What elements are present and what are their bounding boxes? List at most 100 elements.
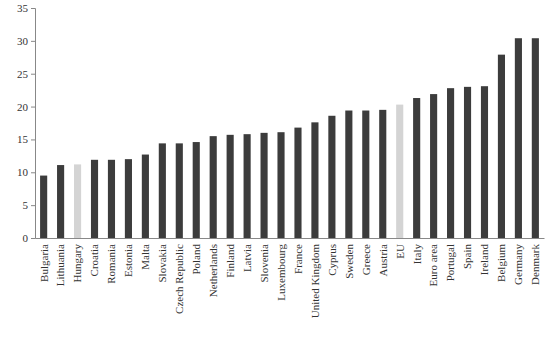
- bar: [447, 88, 454, 238]
- x-tick-label: Malta: [139, 244, 151, 270]
- y-tick: 10: [17, 166, 35, 178]
- x-tick: Greece: [360, 238, 372, 275]
- bar: [142, 155, 149, 238]
- x-tick: Poland: [190, 238, 202, 275]
- x-axis-line: [36, 238, 545, 239]
- bar: [40, 176, 47, 238]
- chart: 0 5 10 15 20 25 30 35 Bulgaria Lithuania Hungary Cr…: [0, 0, 549, 354]
- bar: [311, 122, 318, 238]
- x-tick-label: Spain: [461, 244, 473, 270]
- bar: [413, 98, 420, 238]
- x-tick-label: United Kingdom: [309, 244, 321, 319]
- x-tick-label: Greece: [360, 244, 372, 275]
- x-tick-label: Croatia: [88, 244, 100, 276]
- x-tick-label: Romania: [105, 244, 117, 284]
- x-tick: Netherlands: [207, 238, 219, 297]
- y-tick-label: 30: [17, 35, 29, 47]
- bar: [176, 143, 183, 238]
- x-tick: Latvia: [241, 238, 253, 272]
- y-tick-mark: [31, 74, 35, 75]
- x-tick-label: EU: [394, 244, 406, 259]
- x-tick-label: Cyprus: [326, 244, 338, 276]
- y-tick: 5: [23, 199, 36, 211]
- x-tick-label: Czech Republic: [173, 244, 185, 314]
- x-tick: EU: [394, 238, 406, 259]
- x-tick: France: [292, 238, 304, 274]
- x-tick: Estonia: [122, 238, 134, 277]
- x-tick: Euro area: [427, 238, 439, 286]
- bar: [108, 160, 115, 238]
- x-tick: Romania: [105, 238, 117, 284]
- y-tick-mark: [31, 139, 35, 140]
- x-tick-label: Slovenia: [258, 244, 270, 283]
- y-tick-label: 10: [17, 166, 29, 178]
- x-tick: Germany: [512, 238, 524, 285]
- x-tick-label: Poland: [190, 244, 202, 275]
- x-tick: Malta: [139, 238, 151, 270]
- x-axis: Bulgaria Lithuania Hungary Croatia Romania Es…: [36, 238, 545, 318]
- y-tick: 25: [17, 68, 35, 80]
- x-tick: Bulgaria: [37, 238, 49, 282]
- y-tick: 30: [17, 35, 35, 47]
- x-tick-label: Austria: [377, 244, 389, 277]
- y-tick: 0: [23, 232, 36, 244]
- bar: [515, 38, 522, 238]
- y-tick: 15: [17, 133, 35, 145]
- x-tick-label: Luxembourg: [275, 244, 287, 301]
- x-tick: Slovenia: [258, 238, 270, 283]
- y-tick-label: 0: [23, 232, 29, 244]
- bar: [277, 132, 284, 238]
- y-tick-mark: [31, 41, 35, 42]
- x-tick-label: Finland: [224, 244, 236, 278]
- bar: [193, 142, 200, 238]
- y-axis: 0 5 10 15 20 25 30 35: [17, 2, 36, 244]
- bar: [74, 164, 81, 238]
- x-tick-label: Slovakia: [156, 244, 168, 283]
- x-tick: Czech Republic: [173, 238, 185, 314]
- x-tick: Italy: [411, 238, 423, 264]
- y-tick-mark: [31, 172, 35, 173]
- bar: [57, 165, 64, 238]
- bar: [362, 111, 369, 238]
- x-tick-label: Sweden: [343, 244, 355, 279]
- x-tick-label: Estonia: [122, 244, 134, 277]
- bar: [464, 87, 471, 238]
- bar: [210, 136, 217, 238]
- x-tick: Hungary: [71, 238, 83, 283]
- y-tick-label: 35: [17, 2, 29, 14]
- y-tick-label: 25: [17, 68, 29, 80]
- x-tick: Croatia: [88, 238, 100, 276]
- bars: [40, 38, 539, 238]
- x-tick: Sweden: [343, 238, 355, 279]
- y-tick-mark: [31, 238, 35, 239]
- bar: [481, 86, 488, 238]
- x-tick: Belgium: [495, 238, 507, 282]
- y-tick-label: 15: [17, 133, 29, 145]
- bar: [345, 111, 352, 238]
- bar: [125, 159, 132, 238]
- y-tick-label: 5: [23, 199, 29, 211]
- y-tick-mark: [31, 205, 35, 206]
- bar: [261, 133, 268, 238]
- y-axis-line: [31, 9, 36, 239]
- x-tick: Finland: [224, 238, 236, 278]
- x-tick: Ireland: [478, 238, 490, 275]
- y-tick: 35: [17, 2, 35, 14]
- y-tick: 20: [17, 101, 35, 113]
- x-tick-label: Germany: [512, 244, 524, 285]
- y-tick-mark: [31, 107, 35, 108]
- x-tick-label: Lithuania: [54, 244, 66, 286]
- x-tick: Portugal: [444, 238, 456, 281]
- x-tick-label: Bulgaria: [37, 244, 49, 282]
- bar: [91, 160, 98, 238]
- x-tick-label: Belgium: [495, 244, 507, 282]
- bar: [294, 128, 301, 238]
- x-tick: Luxembourg: [275, 238, 287, 301]
- bar: [532, 38, 539, 238]
- x-tick-label: Euro area: [427, 244, 439, 287]
- x-tick-label: Italy: [411, 244, 423, 265]
- y-tick-label: 20: [17, 101, 29, 113]
- bar: [430, 94, 437, 238]
- x-tick-label: Latvia: [241, 244, 253, 272]
- x-tick-label: Netherlands: [207, 244, 219, 297]
